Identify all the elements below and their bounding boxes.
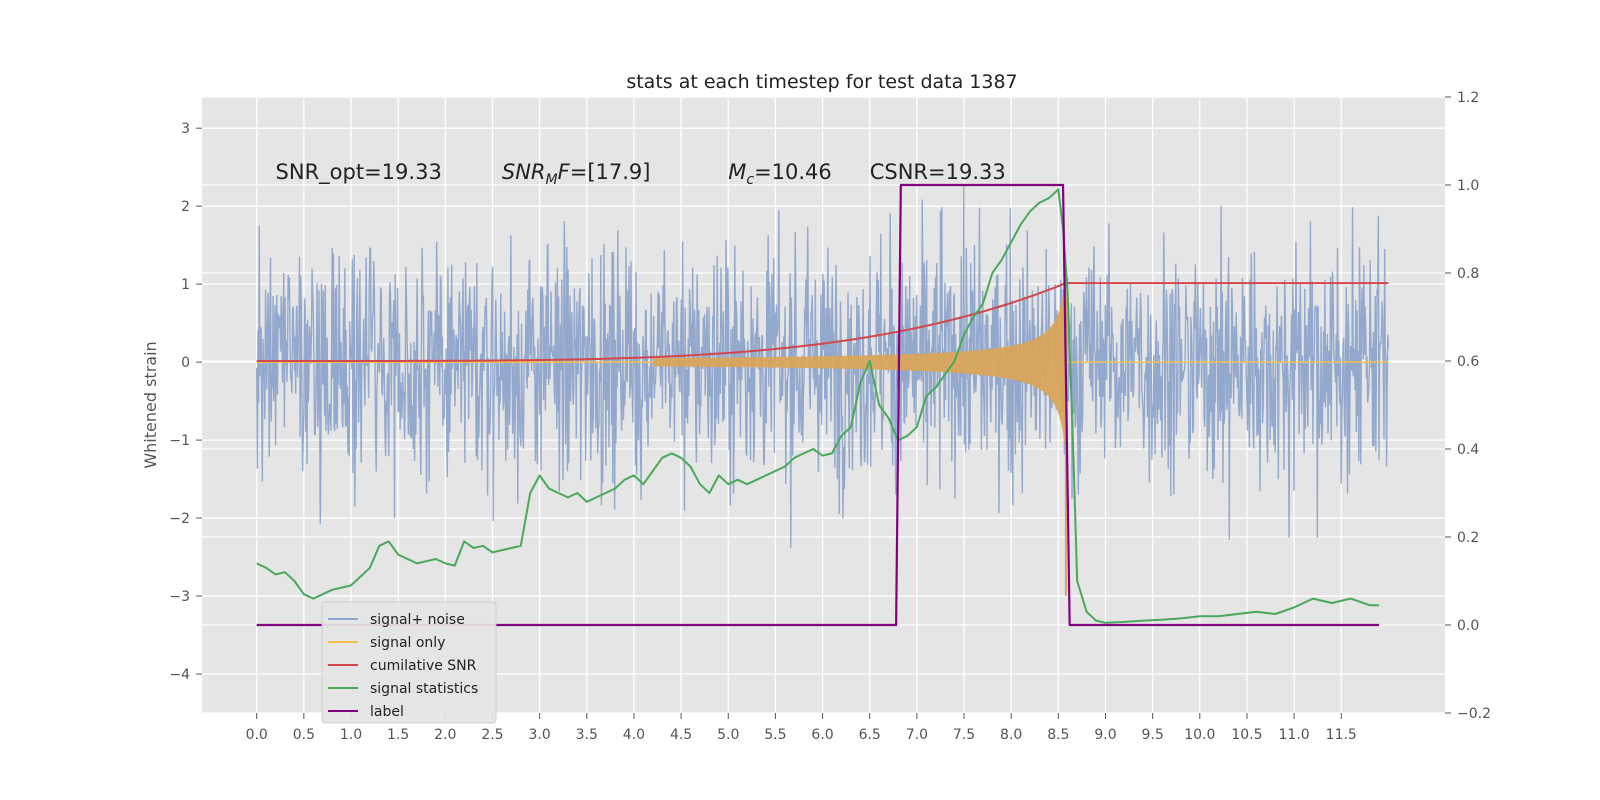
x-tick-label: 7.5 <box>953 727 975 743</box>
annotation-0: SNR_opt=19.33 <box>276 160 442 185</box>
legend-label: label <box>370 704 404 720</box>
y2-tick-label: 1.0 <box>1457 178 1479 194</box>
annotations: SNR_opt=19.33 SNRMF=[17.9] Mc=10.46 CSNR=19… <box>276 160 1006 188</box>
annotation-3: CSNR=19.33 <box>870 160 1006 184</box>
x-tick-label: 1.5 <box>387 727 409 743</box>
x-tick-label: 2.5 <box>481 727 503 743</box>
legend-label: cumilative SNR <box>370 658 477 674</box>
y2-tick-label: 0.6 <box>1457 354 1479 370</box>
y-tick-label: 2 <box>181 199 190 215</box>
y2-tick-label: 0.8 <box>1457 266 1479 282</box>
x-tick-label: 8.0 <box>1000 727 1022 743</box>
y-tick-label: 0 <box>181 355 190 371</box>
y-tick-label: −2 <box>169 511 190 527</box>
x-tick-label: 0.0 <box>246 727 268 743</box>
y-axis-left: 3 2 1 0 −1 −2 −3 −4 <box>169 121 202 683</box>
x-tick-label: 11.0 <box>1279 727 1310 743</box>
series-label <box>256 183 1379 627</box>
series-cumulative-snr <box>256 282 1389 362</box>
legend-label: signal only <box>370 635 445 651</box>
x-tick-label: 5.0 <box>717 727 739 743</box>
y-axis-label: Whitened strain <box>141 341 160 468</box>
y2-tick-label: 0.0 <box>1457 618 1479 634</box>
y2-tick-label: 0.2 <box>1457 530 1479 546</box>
legend-label: signal+ noise <box>370 612 465 628</box>
x-tick-label: 11.5 <box>1326 727 1357 743</box>
y-tick-label: −3 <box>169 589 190 605</box>
x-tick-label: 3.5 <box>576 727 598 743</box>
x-tick-label: 2.0 <box>434 727 456 743</box>
x-tick-label: 3.0 <box>528 727 550 743</box>
plot-area <box>256 183 1390 627</box>
x-tick-label: 6.5 <box>859 727 881 743</box>
series-signal-noise <box>256 185 1390 548</box>
x-tick-label: 5.5 <box>764 727 786 743</box>
series-signal-only-fill <box>652 280 1066 448</box>
x-tick-label: 7.0 <box>906 727 928 743</box>
annotation-1: SNRMF=[17.9] <box>502 160 651 188</box>
y-tick-label: 1 <box>181 277 190 293</box>
y-tick-label: 3 <box>181 121 190 137</box>
y2-tick-label: 0.4 <box>1457 442 1479 458</box>
x-tick-label: 10.0 <box>1184 727 1215 743</box>
y-tick-label: −1 <box>169 433 190 449</box>
legend-label: signal statistics <box>370 681 478 697</box>
y-tick-label: −4 <box>169 667 190 683</box>
series-signal-statistics <box>256 188 1379 624</box>
x-tick-label: 4.5 <box>670 727 692 743</box>
x-tick-label: 4.0 <box>623 727 645 743</box>
y2-tick-label: −0.2 <box>1457 706 1491 722</box>
y-axis-right: 1.2 1.0 0.8 0.6 0.4 0.2 0.0 −0.2 <box>1445 90 1491 722</box>
legend-box <box>321 601 497 724</box>
x-tick-label: 9.5 <box>1142 727 1164 743</box>
x-tick-label: 1.0 <box>340 727 362 743</box>
y2-tick-label: 1.2 <box>1457 90 1479 106</box>
x-tick-label: 9.0 <box>1094 727 1116 743</box>
x-tick-label: 8.5 <box>1047 727 1069 743</box>
chart-title: stats at each timestep for test data 138… <box>626 71 1017 93</box>
x-tick-label: 6.0 <box>811 727 833 743</box>
x-axis: 0.0 0.5 1.0 1.5 2.0 2.5 3.0 3.5 4.0 4.5 5.0 5.5 6.0 6… <box>246 713 1357 743</box>
legend: signal+ noise signal only cumilative SNR si… <box>321 601 497 724</box>
x-tick-label: 0.5 <box>293 727 315 743</box>
annotation-2: Mc=10.46 <box>728 160 832 188</box>
x-tick-label: 10.5 <box>1231 727 1262 743</box>
